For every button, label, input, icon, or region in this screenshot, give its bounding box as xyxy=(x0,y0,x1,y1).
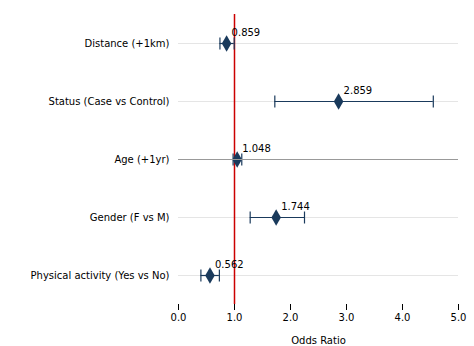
svg-text:Gender (F vs M): Gender (F vs M) xyxy=(90,212,170,223)
svg-text:0.562: 0.562 xyxy=(215,259,244,270)
svg-text:1.048: 1.048 xyxy=(242,143,271,154)
svg-text:0.859: 0.859 xyxy=(232,27,261,38)
svg-text:1.744: 1.744 xyxy=(281,201,310,212)
svg-text:Status (Case vs Control): Status (Case vs Control) xyxy=(49,96,170,107)
svg-text:Physical activity (Yes vs No): Physical activity (Yes vs No) xyxy=(31,270,170,281)
svg-text:Odds Ratio: Odds Ratio xyxy=(291,335,346,346)
svg-text:3.0: 3.0 xyxy=(339,312,355,323)
svg-text:1.0: 1.0 xyxy=(227,312,243,323)
svg-text:4.0: 4.0 xyxy=(395,312,411,323)
svg-text:2.859: 2.859 xyxy=(344,85,373,96)
svg-text:Distance (+1km): Distance (+1km) xyxy=(85,38,170,49)
svg-text:Age (+1yr): Age (+1yr) xyxy=(114,154,169,165)
svg-text:5.0: 5.0 xyxy=(451,312,467,323)
svg-text:2.0: 2.0 xyxy=(283,312,299,323)
svg-text:0.0: 0.0 xyxy=(171,312,187,323)
